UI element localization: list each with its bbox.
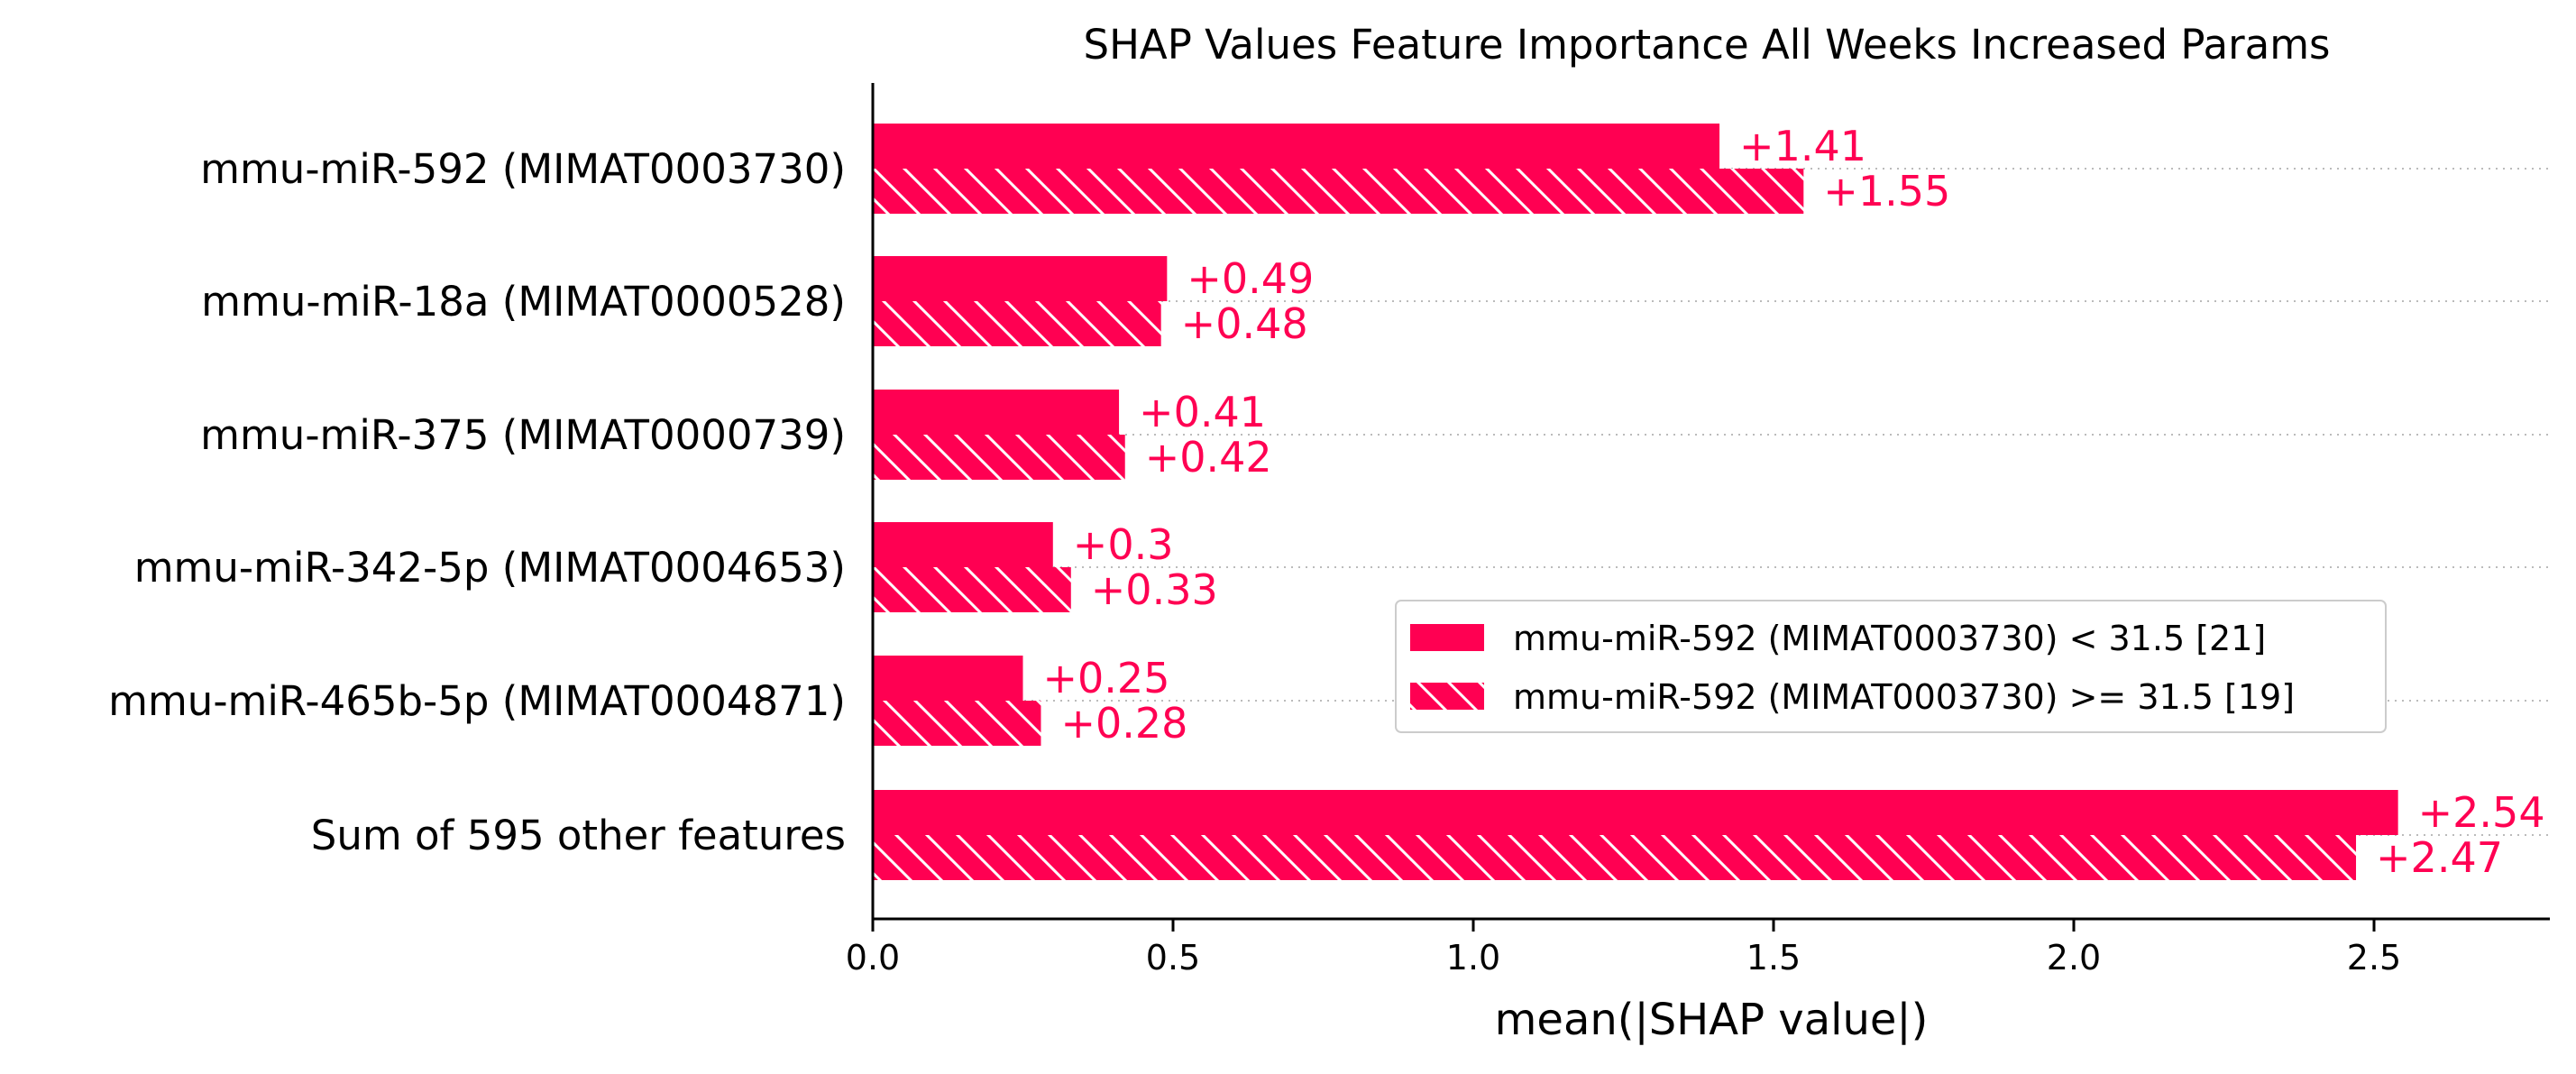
- value-label: +0.48: [1181, 299, 1308, 348]
- value-labels: +1.41+1.55 +0.49+0.48 +0.41+0.42 +0.3+0.33 +…: [1043, 122, 2545, 882]
- chart-title: SHAP Values Feature Importance All Weeks…: [1084, 21, 2331, 69]
- feature-label: mmu-miR-18a (MIMAT0000528): [201, 278, 846, 326]
- bar-hatched: [873, 435, 1125, 480]
- x-tick-label: 0.5: [1146, 938, 1200, 978]
- value-label: +0.28: [1060, 699, 1187, 748]
- feature-label: Sum of 595 other features: [311, 812, 846, 859]
- feature-label: mmu-miR-342-5p (MIMAT0004653): [134, 544, 846, 592]
- value-label: +0.3: [1073, 520, 1174, 569]
- value-label: +1.41: [1739, 122, 1866, 170]
- value-label: +0.41: [1139, 388, 1266, 436]
- bar-solid: [873, 656, 1023, 701]
- x-axis-ticks: 0.0 0.5 1.0 1.5 2.0 2.5: [846, 919, 2401, 978]
- x-tick-label: 2.5: [2347, 938, 2401, 978]
- feature-label: mmu-miR-465b-5p (MIMAT0004871): [108, 677, 846, 725]
- legend-swatch-hatched: [1410, 683, 1484, 710]
- bar-hatched: [873, 835, 2357, 880]
- legend-label-solid: mmu-miR-592 (MIMAT0003730) < 31.5 [21]: [1513, 619, 2266, 658]
- legend-swatch-solid: [1410, 624, 1484, 651]
- bar-solid: [873, 790, 2398, 835]
- bar-solid: [873, 390, 1120, 435]
- value-label: +2.54: [2418, 788, 2545, 837]
- legend-box: [1395, 600, 2387, 733]
- bars: [873, 124, 2398, 880]
- bar-hatched: [873, 169, 1804, 214]
- x-tick-label: 2.0: [2047, 938, 2101, 978]
- value-label: +0.33: [1091, 565, 1218, 614]
- x-tick-label: 1.5: [1746, 938, 1801, 978]
- value-label: +0.25: [1043, 654, 1170, 702]
- feature-label: mmu-miR-592 (MIMAT0003730): [200, 145, 846, 193]
- x-axis-label: mean(|SHAP value|): [1495, 995, 1929, 1045]
- bar-hatched: [873, 301, 1161, 346]
- bar-solid: [873, 124, 1720, 169]
- feature-label: mmu-miR-375 (MIMAT0000739): [200, 411, 846, 459]
- bar-hatched: [873, 567, 1071, 612]
- value-label: +2.47: [2376, 833, 2503, 882]
- value-label: +0.49: [1187, 254, 1314, 303]
- bar-solid: [873, 256, 1168, 301]
- value-label: +1.55: [1823, 167, 1950, 216]
- legend-label-hatched: mmu-miR-592 (MIMAT0003730) >= 31.5 [19]: [1513, 677, 2295, 717]
- bar-hatched: [873, 701, 1041, 746]
- x-tick-label: 1.0: [1446, 938, 1500, 978]
- legend: mmu-miR-592 (MIMAT0003730) < 31.5 [21] m…: [1395, 600, 2387, 733]
- value-label: +0.42: [1145, 433, 1272, 482]
- feature-labels: mmu-miR-592 (MIMAT0003730) mmu-miR-18a (M…: [108, 145, 846, 859]
- x-tick-label: 0.0: [846, 938, 900, 978]
- bar-solid: [873, 522, 1053, 567]
